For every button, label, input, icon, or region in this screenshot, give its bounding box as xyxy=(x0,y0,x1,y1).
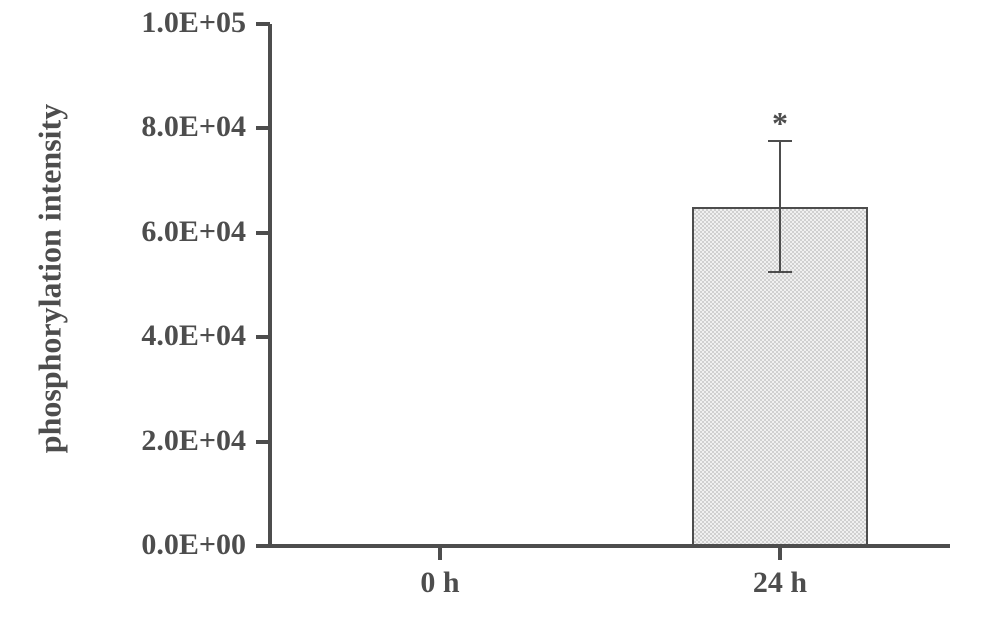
y-tick xyxy=(256,544,270,548)
y-tick-label: 6.0E+04 xyxy=(86,215,246,249)
x-tick xyxy=(438,546,442,560)
x-tick-label: 0 h xyxy=(270,566,610,600)
y-axis-line xyxy=(268,24,272,546)
y-tick xyxy=(256,22,270,26)
y-tick-label: 1.0E+05 xyxy=(86,6,246,40)
y-tick xyxy=(256,440,270,444)
y-tick xyxy=(256,126,270,130)
plot-area xyxy=(270,24,950,546)
y-tick-label: 0.0E+00 xyxy=(86,528,246,562)
error-bar xyxy=(779,141,781,272)
significance-marker: * xyxy=(760,105,800,142)
chart-container: phosphorylation intensity 0.0E+00 2.0E+04… xyxy=(0,0,1000,634)
error-bar-cap xyxy=(768,271,792,273)
x-tick xyxy=(778,546,782,560)
y-tick-label: 8.0E+04 xyxy=(86,110,246,144)
y-tick-label: 4.0E+04 xyxy=(86,319,246,353)
x-tick-label: 24 h xyxy=(610,566,950,600)
y-axis-title: phosphorylation intensity xyxy=(32,29,69,529)
y-tick xyxy=(256,335,270,339)
y-tick-label: 2.0E+04 xyxy=(86,424,246,458)
y-tick xyxy=(256,231,270,235)
